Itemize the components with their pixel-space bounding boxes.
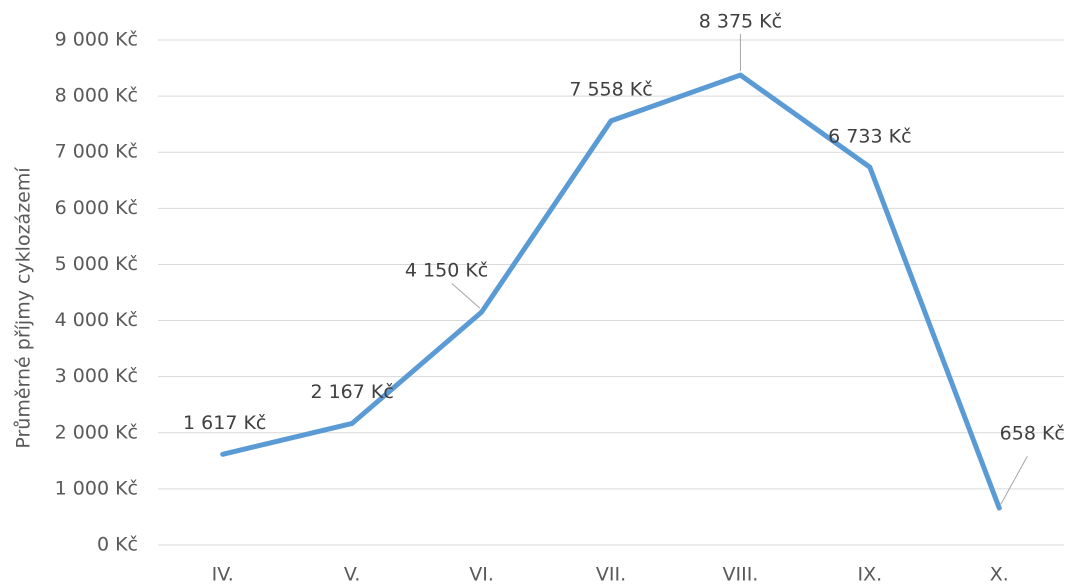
x-tick-label: X. — [990, 564, 1009, 586]
data-label: 1 617 Kč — [183, 412, 266, 434]
x-tick-label: V. — [344, 564, 361, 586]
y-tick-label: 3 000 Kč — [55, 365, 138, 387]
x-tick-label: VIII. — [722, 564, 758, 586]
y-tick-label: 2 000 Kč — [55, 421, 138, 443]
y-tick-label: 8 000 Kč — [55, 85, 138, 107]
leader-line — [451, 283, 481, 309]
x-tick-label: VI. — [469, 564, 494, 586]
x-tick-label: VII. — [596, 564, 626, 586]
y-tick-label: 4 000 Kč — [55, 309, 138, 331]
data-label: 6 733 Kč — [828, 126, 911, 148]
y-tick-label: 9 000 Kč — [55, 29, 138, 51]
y-axis-label: Průměrné příjmy cyklozázemí — [13, 167, 35, 449]
line — [220, 72, 1002, 511]
y-tick-label: 6 000 Kč — [55, 197, 138, 219]
data-label: 658 Kč — [1000, 423, 1065, 445]
y-tick-label: 5 000 Kč — [55, 253, 138, 275]
data-label: 2 167 Kč — [310, 381, 393, 403]
leader-line — [1000, 456, 1028, 505]
y-tick-label: 0 Kč — [97, 534, 138, 556]
y-tick-label: 1 000 Kč — [55, 477, 138, 499]
data-label: 8 375 Kč — [699, 11, 782, 33]
data-label: 4 150 Kč — [405, 260, 488, 282]
x-tick-label: IV. — [212, 564, 234, 586]
x-tick-label: IX. — [858, 564, 883, 586]
data-label: 7 558 Kč — [569, 78, 652, 100]
y-tick-label: 7 000 Kč — [55, 141, 138, 163]
